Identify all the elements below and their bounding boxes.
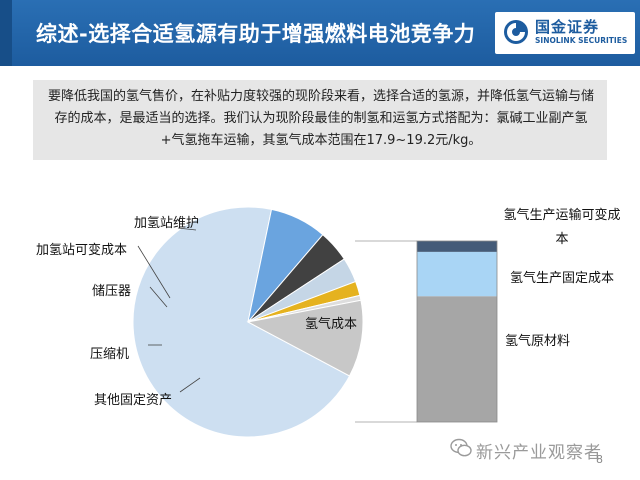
- leader-other-fixed-assets: [179, 377, 201, 393]
- page-number: 8: [596, 453, 603, 466]
- summary-box: 要降低我国的氢气售价，在补贴力度较强的现阶段来看，选择合适的氢源，并降低氢气运输…: [33, 80, 607, 160]
- pie-label-station-maintenance: 加氢站维护: [134, 216, 200, 231]
- leader-station-maintenance: [177, 227, 197, 231]
- logo-text-en: SINOLINK SECURITIES: [535, 36, 628, 45]
- bar-segment-raw-material: [417, 296, 497, 422]
- header-accent-bar: [0, 0, 12, 66]
- bar-segment-production-fixed-cost: [417, 251, 497, 297]
- stacked-bar-frame: [416, 240, 498, 423]
- summary-text: 要降低我国的氢气售价，在补贴力度较强的现阶段来看，选择合适的氢源，并降低氢气运输…: [47, 89, 594, 148]
- bar-label-transport-variable-cost: 氢气生产运输可变成本: [503, 208, 621, 247]
- pie-slice-station-maintenance: [246, 299, 364, 377]
- wechat-icon: [450, 438, 472, 457]
- sinolink-logo-icon: [504, 20, 528, 44]
- pie-label-hydrogen-cost: 氢气成本: [305, 317, 358, 332]
- pie-label-pressure-vessel: 储压器: [92, 284, 132, 299]
- watermark-text: 新兴产业观察者: [476, 443, 602, 463]
- slide-title: 综述-选择合适氢源有助于增强燃料电池竞争力: [36, 22, 476, 46]
- bar-label-raw-material: 氢气原材料: [505, 334, 571, 349]
- stacked-bar: [416, 240, 498, 423]
- slide-header: 综述-选择合适氢源有助于增强燃料电池竞争力 国金证券 SINOLINK SECU…: [0, 0, 640, 66]
- pie-slice-hydrogen-cost: [132, 206, 351, 438]
- bar-segment-transport-variable-cost: [417, 241, 497, 252]
- pie-label-station-variable-cost: 加氢站可变成本: [36, 243, 128, 258]
- pie-to-bar-connectors: [137, 227, 417, 423]
- bar-label-production-fixed-cost: 氢气生产固定成本: [509, 271, 614, 286]
- pie-label-compressor: 压缩机: [90, 347, 130, 362]
- pie-label-other-fixed-assets: 其他固定资产: [94, 393, 173, 408]
- watermark: 新兴产业观察者: [450, 436, 630, 464]
- leader-pressure-vessel: [149, 286, 168, 308]
- logo-text-cn: 国金证券: [535, 18, 600, 36]
- pie-chart: [132, 206, 364, 438]
- leader-station-variable-cost: [137, 245, 171, 299]
- company-logo: 国金证券 SINOLINK SECURITIES: [495, 12, 635, 54]
